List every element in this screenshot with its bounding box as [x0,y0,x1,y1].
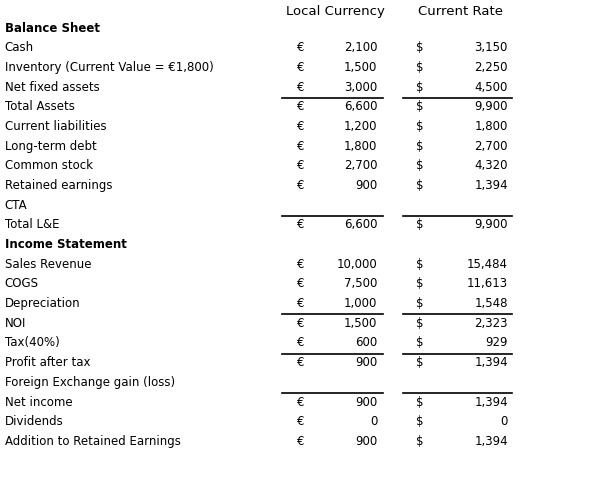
Text: 1,394: 1,394 [474,179,508,192]
Text: 11,613: 11,613 [467,277,508,290]
Text: $: $ [416,120,424,133]
Text: Income Statement: Income Statement [5,238,127,251]
Text: $: $ [416,159,424,172]
Text: Local Currency: Local Currency [286,5,385,18]
Text: €: € [297,336,305,349]
Text: 2,100: 2,100 [344,41,377,54]
Text: Retained earnings: Retained earnings [5,179,112,192]
Text: $: $ [416,100,424,113]
Text: 2,700: 2,700 [475,140,508,153]
Text: 929: 929 [485,336,508,349]
Text: 4,320: 4,320 [475,159,508,172]
Text: €: € [297,218,305,231]
Text: Total Assets: Total Assets [5,100,75,113]
Text: €: € [297,81,305,94]
Text: Current Rate: Current Rate [418,5,503,18]
Text: $: $ [416,81,424,94]
Text: 900: 900 [355,356,377,369]
Text: Common stock: Common stock [5,159,93,172]
Text: Cash: Cash [5,41,34,54]
Text: $: $ [416,356,424,369]
Text: 2,700: 2,700 [344,159,377,172]
Text: $: $ [416,140,424,153]
Text: $: $ [416,179,424,192]
Text: €: € [297,317,305,330]
Text: COGS: COGS [5,277,39,290]
Text: €: € [297,159,305,172]
Text: $: $ [416,435,424,448]
Text: Tax(40%): Tax(40%) [5,336,59,349]
Text: $: $ [416,41,424,54]
Text: $: $ [416,396,424,408]
Text: €: € [297,435,305,448]
Text: 15,484: 15,484 [467,258,508,271]
Text: 3,150: 3,150 [475,41,508,54]
Text: €: € [297,396,305,408]
Text: $: $ [416,297,424,310]
Text: $: $ [416,61,424,74]
Text: 2,250: 2,250 [475,61,508,74]
Text: 1,000: 1,000 [344,297,377,310]
Text: $: $ [416,258,424,271]
Text: Long-term debt: Long-term debt [5,140,96,153]
Text: 1,394: 1,394 [474,356,508,369]
Text: Dividends: Dividends [5,415,64,428]
Text: €: € [297,415,305,428]
Text: 10,000: 10,000 [336,258,377,271]
Text: 900: 900 [355,396,377,408]
Text: $: $ [416,415,424,428]
Text: Depreciation: Depreciation [5,297,80,310]
Text: €: € [297,100,305,113]
Text: 9,900: 9,900 [475,100,508,113]
Text: €: € [297,356,305,369]
Text: CTA: CTA [5,199,27,212]
Text: 1,800: 1,800 [344,140,377,153]
Text: Inventory (Current Value = €1,800): Inventory (Current Value = €1,800) [5,61,213,74]
Text: 600: 600 [355,336,377,349]
Text: 1,394: 1,394 [474,435,508,448]
Text: $: $ [416,336,424,349]
Text: 1,500: 1,500 [344,317,377,330]
Text: 1,548: 1,548 [475,297,508,310]
Text: €: € [297,140,305,153]
Text: 6,600: 6,600 [344,100,377,113]
Text: 3,000: 3,000 [344,81,377,94]
Text: Addition to Retained Earnings: Addition to Retained Earnings [5,435,181,448]
Text: $: $ [416,218,424,231]
Text: 1,394: 1,394 [474,396,508,408]
Text: 0: 0 [501,415,508,428]
Text: Net income: Net income [5,396,72,408]
Text: 4,500: 4,500 [475,81,508,94]
Text: Profit after tax: Profit after tax [5,356,90,369]
Text: €: € [297,277,305,290]
Text: 900: 900 [355,179,377,192]
Text: NOI: NOI [5,317,26,330]
Text: Total L&E: Total L&E [5,218,59,231]
Text: $: $ [416,277,424,290]
Text: 1,800: 1,800 [475,120,508,133]
Text: 9,900: 9,900 [475,218,508,231]
Text: 1,200: 1,200 [344,120,377,133]
Text: Net fixed assets: Net fixed assets [5,81,100,94]
Text: €: € [297,61,305,74]
Text: 0: 0 [370,415,377,428]
Text: Foreign Exchange gain (loss): Foreign Exchange gain (loss) [5,376,175,389]
Text: Sales Revenue: Sales Revenue [5,258,91,271]
Text: €: € [297,258,305,271]
Text: Balance Sheet: Balance Sheet [5,22,100,35]
Text: Current liabilities: Current liabilities [5,120,106,133]
Text: $: $ [416,317,424,330]
Text: 7,500: 7,500 [344,277,377,290]
Text: €: € [297,297,305,310]
Text: 1,500: 1,500 [344,61,377,74]
Text: €: € [297,120,305,133]
Text: 2,323: 2,323 [475,317,508,330]
Text: 900: 900 [355,435,377,448]
Text: €: € [297,41,305,54]
Text: 6,600: 6,600 [344,218,377,231]
Text: €: € [297,179,305,192]
